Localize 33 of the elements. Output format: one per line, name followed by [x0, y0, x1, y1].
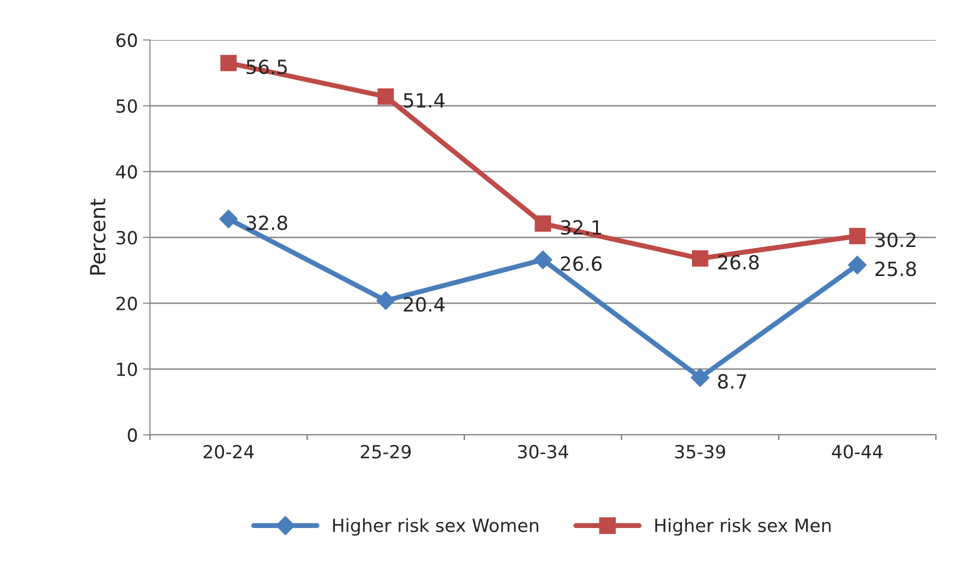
point — [378, 88, 394, 105]
point — [848, 256, 867, 274]
legend-label: Higher risk sex Men — [655, 518, 831, 536]
point — [534, 250, 552, 270]
y-tick-label: 10 — [117, 362, 137, 376]
data-label: 26.8 — [718, 254, 759, 270]
x-tick-label: 25-29 — [360, 444, 411, 459]
point — [219, 210, 238, 228]
x-tick-label: 40-44 — [832, 444, 883, 459]
y-axis-title: Percent — [90, 198, 106, 275]
y-tick-label: 20 — [116, 296, 137, 310]
y-tick-label: 40 — [116, 165, 137, 179]
data-label: 8.7 — [718, 374, 746, 389]
data-label: 51.4 — [404, 93, 445, 108]
data-label: 26.6 — [561, 256, 602, 271]
data-label: 30.2 — [875, 232, 916, 248]
y-tick-label: 30 — [116, 230, 137, 245]
point — [849, 228, 866, 244]
legend-label: Higher risk sex Women — [333, 518, 538, 536]
y-tick-label: 60 — [116, 33, 137, 48]
y-tick-label: 50 — [116, 99, 137, 113]
x-tick-label: 20-24 — [204, 444, 254, 459]
data-label: 20.4 — [404, 297, 445, 312]
point — [220, 54, 237, 72]
point — [376, 291, 396, 310]
y-tick-label: 0 — [128, 428, 137, 442]
point — [692, 250, 708, 267]
data-label: 25.8 — [875, 262, 916, 276]
point — [534, 215, 552, 232]
x-tick-label: 30-34 — [518, 444, 568, 459]
point — [690, 368, 710, 387]
data-label: 32.8 — [246, 215, 288, 230]
x-tick-label: 35-39 — [675, 444, 726, 459]
